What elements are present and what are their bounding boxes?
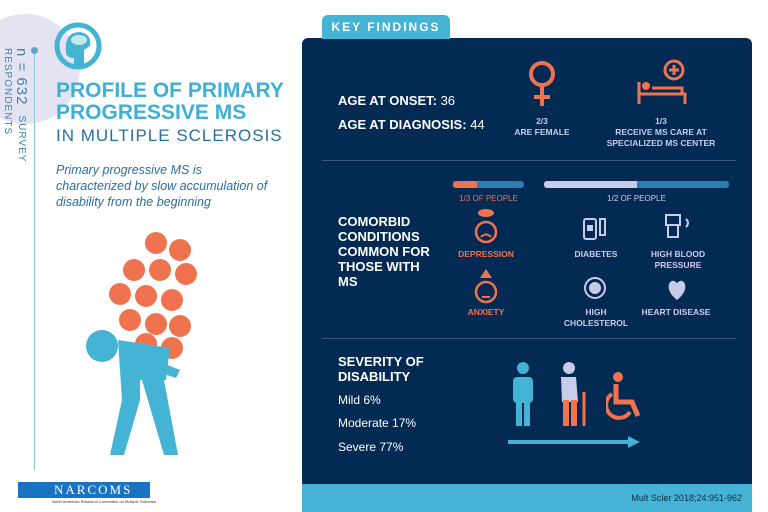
age-diagnosis: AGE AT DIAGNOSIS: 44 [338,117,485,132]
medicine-syringe-icon [582,213,608,241]
person-with-cane-icon [556,362,590,428]
severity-mild: Mild 6% [338,393,381,407]
depression-icon [472,208,500,244]
condition-high-blood-pressure: HIGH BLOOD PRESSURE [650,249,706,270]
cholesterol-artery-icon [583,276,607,300]
standing-person-icon [508,362,538,428]
one-third-bar-fill [453,181,477,188]
age-diagnosis-value: 44 [470,117,485,132]
heart-icon [666,276,688,302]
condition-diabetes: DIABETES [574,249,618,259]
age-onset-value: 36 [440,93,456,108]
citation: Mult Scler 2018;24:951-962 [631,493,742,503]
hospital-bed-icon [636,58,688,106]
severity-severe: Severe 77% [338,440,404,454]
key-findings-tab: KEY FINDINGS [322,15,450,39]
center-label: RECEIVE MS CARE AT SPECIALIZED MS CENTER [606,127,716,148]
page-subtitle: IN MULTIPLE SCLEROSIS [56,126,283,145]
brain-head-icon [54,22,102,72]
progression-arrow-icon [508,436,640,448]
person-carrying-burden-icon [80,230,210,460]
narcoms-logo: NARCOMS [18,482,150,498]
sample-size: n = 632SURVEY RESPONDENTS [2,48,30,228]
footer-band [302,484,752,512]
anxiety-icon [472,268,500,304]
condition-heart-disease: HEART DISEASE [641,307,711,317]
one-half-bar [544,181,729,188]
condition-anxiety: ANXIETY [467,307,505,317]
age-onset: AGE AT ONSET: 36 [338,93,455,108]
one-half-label: 1/2 OF PEOPLE [607,194,666,203]
age-onset-label: AGE AT ONSET: [338,93,437,108]
one-third-label: 1/3 OF PEOPLE [459,194,518,203]
title-line-2: PROGRESSIVE MS [56,101,247,124]
female-fraction: 2/3 [536,116,548,126]
divider-line [34,50,35,470]
female-stat: 2/3 ARE FEMALE [500,116,584,138]
section-divider [322,160,736,161]
description: Primary progressive MS is characterized … [56,163,268,209]
title-line-1: PROFILE OF PRIMARY [56,79,284,102]
condition-depression: DEPRESSION [458,249,514,259]
specialized-center-stat: 1/3 RECEIVE MS CARE AT SPECIALIZED MS CEN… [602,116,720,149]
blood-pressure-icon [664,213,692,241]
n-count: n = 632 [13,48,30,106]
center-fraction: 1/3 [655,116,667,126]
one-third-bar [453,181,524,188]
n-label: SURVEY RESPONDENTS [2,48,27,163]
page-title: PROFILE OF PRIMARY PROGRESSIVE MS [56,80,284,124]
section-divider [322,338,736,339]
wheelchair-icon [606,372,646,424]
age-diagnosis-label: AGE AT DIAGNOSIS: [338,117,467,132]
female-icon [527,60,557,108]
narcoms-logo-subtitle: North American Research Committee on Mul… [52,499,157,504]
one-half-bar-fill [544,181,637,188]
female-label: ARE FEMALE [514,127,570,137]
comorbid-label: COMORBID CONDITIONS COMMON FOR THOSE WIT… [338,214,430,289]
severity-moderate: Moderate 17% [338,416,417,430]
severity-label: SEVERITY OF DISABILITY [338,354,424,384]
condition-high-cholesterol: HIGH CHOLESTEROL [563,307,629,328]
line-dot [31,47,38,54]
